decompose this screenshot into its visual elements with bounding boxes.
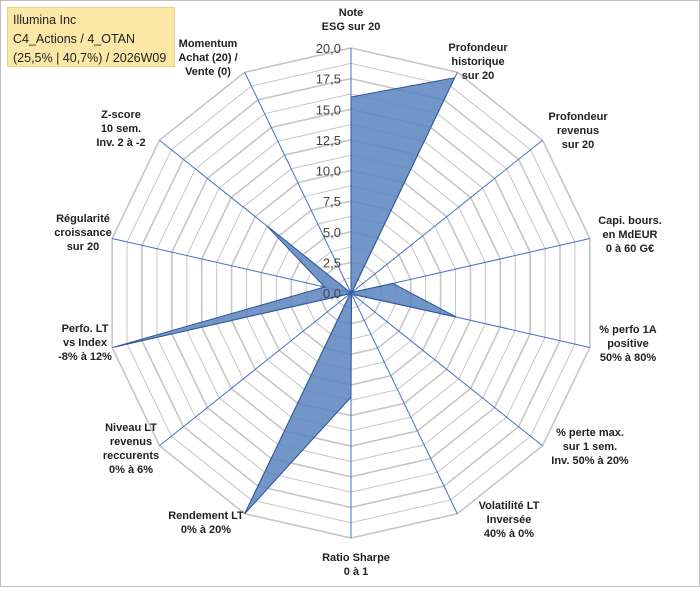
tick-label: 5,0 [323,225,341,240]
axis-label: Profondeur historique sur 20 [448,42,508,82]
tick-label: 10,0 [316,164,341,179]
axis-label-line: Inv. 50% à 20% [551,455,629,467]
axis-label-line: Régularité [56,213,110,225]
axis-label: Volatilité LT Inversée 40% à 0% [479,500,540,540]
axis-label-line: -8% à 12% [58,351,112,363]
axis-label: Niveau LT revenus reccurents 0% à 6% [103,422,159,476]
axis-label-line: 50% à 80% [600,352,656,364]
axis-label-line: Momentum [179,38,238,50]
axis-label-line: Profondeur [548,111,608,123]
axis-label-line: reccurents [103,450,159,462]
axis-label: Note ESG sur 20 [322,7,381,33]
axis-spoke [350,139,543,294]
axis-label: Régularité croissance sur 20 [54,213,111,253]
axis-label-line: 0 à 60 G€ [606,243,654,255]
tick-label: 0,0 [323,286,341,301]
axis-label-line: Z-score [101,109,141,121]
tick-label: 2,5 [323,255,341,270]
axis-label-line: revenus [110,436,152,448]
axis-label-line: Niveau LT [105,422,157,434]
axis-label-line: 0% à 6% [109,464,153,476]
axis-label-line: sur 20 [562,139,594,151]
axis-label: Rendement LT 0% à 20% [168,510,244,536]
axis-label-line: positive [607,338,649,350]
axis-label-line: 10 sem. [101,123,141,135]
axis-label-line: en MdEUR [603,229,658,241]
axis-label-line: sur 1 sem. [563,441,617,453]
portfolio-category: C4_Actions / 4_OTAN [13,32,136,46]
axis-label-line: % perte max. [556,427,624,439]
tick-label: 20,0 [316,41,341,56]
axis-spoke [350,292,458,514]
axis-label: Ratio Sharpe 0 à 1 [322,552,390,578]
tick-label: 7,5 [323,194,341,209]
axis-label-line: vs Index [63,337,108,349]
series-area [114,77,457,515]
tick-label: 17,5 [316,72,341,87]
axis-label-line: ESG sur 20 [322,21,381,33]
axis-label-line: Note [339,7,363,19]
axis-label: Perfo. LT vs Index -8% à 12% [58,323,112,363]
axis-label: % perte max. sur 1 sem. Inv. 50% à 20% [551,427,629,467]
axis-label-line: revenus [557,125,599,137]
axis-spoke [350,292,543,447]
axis-label-line: historique [451,56,504,68]
axis-label-line: % perfo 1A [599,324,657,336]
axis-label: Capi. bours. en MdEUR 0 à 60 G€ [598,215,662,255]
axis-spoke [244,72,352,294]
axis-label-line: 40% à 0% [484,528,534,540]
company-name: Illumina Inc [13,13,77,27]
axis-label-line: Rendement LT [168,510,244,522]
axis-label-line: sur 20 [67,241,99,253]
axis-label: Momentum Achat (20) / Vente (0) [178,38,237,78]
tick-label: 15,0 [316,102,341,117]
axis-label-line: 0% à 20% [181,524,231,536]
axis-label-line: 0 à 1 [344,566,368,578]
axis-spoke [112,237,352,294]
chart-caption-box: Illumina Inc C4_Actions / 4_OTAN (25,5% … [7,7,175,67]
axis-spoke [159,292,352,447]
axis-label-line: Inversée [487,514,532,526]
axis-label-line: Ratio Sharpe [322,552,390,564]
axis-labels: Note ESG sur 20 Profondeur historique sur 20… [54,7,662,578]
axis-label-line: Perfo. LT [62,323,109,335]
axis-label-line: Vente (0) [185,66,231,78]
axis-label: Z-score 10 sem. Inv. 2 à -2 [96,109,145,149]
stats-and-week: (25,5% | 40,7%) / 2026W09 [13,51,167,65]
radar-series [114,77,457,515]
axis-label-line: Inv. 2 à -2 [96,137,145,149]
axis-label-line: Achat (20) / [178,52,237,64]
tick-label: 12,5 [316,133,341,148]
axis-label: Profondeur revenus sur 20 [548,111,608,151]
axis-label-line: sur 20 [462,70,494,82]
radial-tick-labels: 0,0 2,5 5,0 7,5 10,0 12,5 15,0 17,5 20,0 [316,41,341,301]
axis-label-line: Volatilité LT [479,500,540,512]
axis-label-line: Profondeur [448,42,508,54]
axis-label: % perfo 1A positive 50% à 80% [599,324,657,364]
axis-label-line: croissance [54,227,111,239]
axis-label-line: Capi. bours. [598,215,662,227]
